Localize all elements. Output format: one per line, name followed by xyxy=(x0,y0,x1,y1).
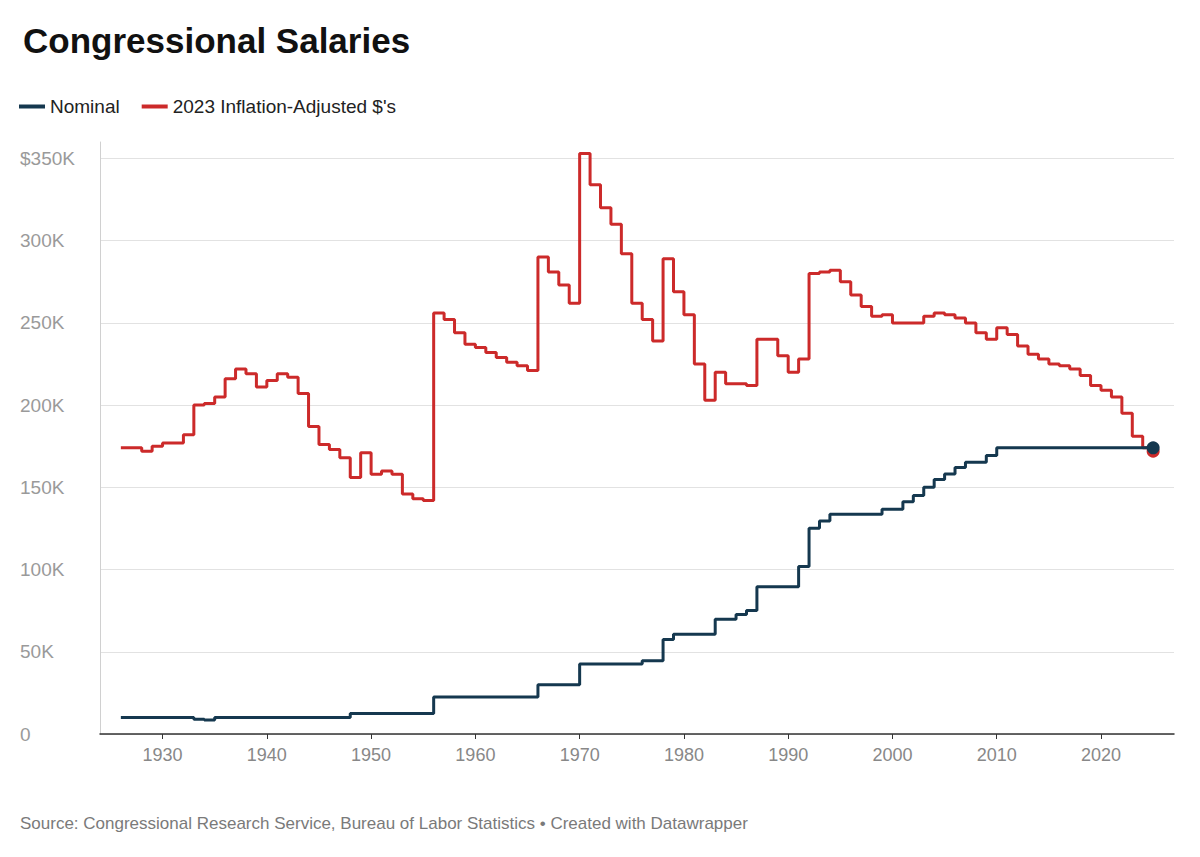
svg-text:1970: 1970 xyxy=(560,745,600,765)
svg-text:Nominal: Nominal xyxy=(50,96,120,117)
svg-text:1930: 1930 xyxy=(143,745,183,765)
svg-text:1960: 1960 xyxy=(455,745,495,765)
svg-text:250K: 250K xyxy=(20,312,65,333)
svg-text:1990: 1990 xyxy=(768,745,808,765)
svg-text:150K: 150K xyxy=(20,477,65,498)
svg-text:1950: 1950 xyxy=(351,745,391,765)
svg-text:200K: 200K xyxy=(20,395,65,416)
svg-text:Source: Congressional Research: Source: Congressional Research Service, … xyxy=(20,814,748,833)
svg-text:2023 Inflation-Adjusted $'s: 2023 Inflation-Adjusted $'s xyxy=(173,96,396,117)
svg-text:50K: 50K xyxy=(20,641,54,662)
svg-text:300K: 300K xyxy=(20,230,65,251)
svg-text:0: 0 xyxy=(20,724,31,745)
svg-text:100K: 100K xyxy=(20,559,65,580)
svg-text:2020: 2020 xyxy=(1081,745,1121,765)
svg-text:$350K: $350K xyxy=(20,148,75,169)
svg-text:1940: 1940 xyxy=(247,745,287,765)
svg-text:2000: 2000 xyxy=(872,745,912,765)
svg-text:Congressional Salaries: Congressional Salaries xyxy=(23,21,410,60)
svg-text:1980: 1980 xyxy=(664,745,704,765)
svg-text:2010: 2010 xyxy=(977,745,1017,765)
